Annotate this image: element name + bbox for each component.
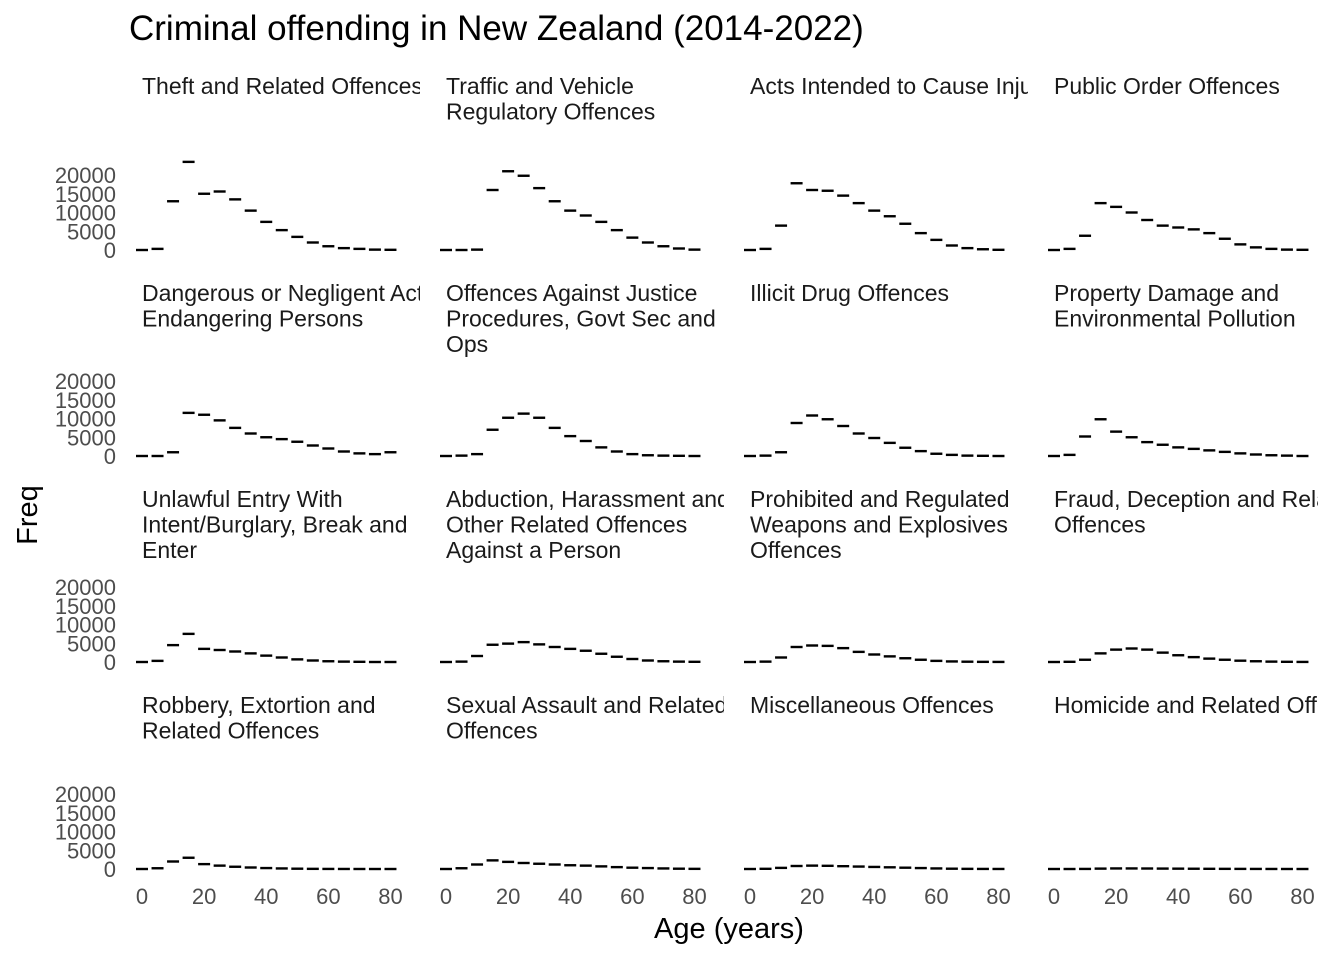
x-tick-label: 0 — [1048, 884, 1060, 909]
x-tick-label: 40 — [1166, 884, 1190, 909]
panels: Theft and Related Offences Traffic and Ve… — [55, 73, 1344, 909]
y-tick-label: 5000 — [67, 838, 116, 863]
y-tick-label: 5000 — [67, 219, 116, 244]
facet-strip-label: Sexual Assault and Related Offences — [446, 692, 727, 744]
facet-strip-label: Dangerous or Negligent Acts Endangering P… — [142, 280, 435, 332]
facet-panel: Illicit Drug Offences — [744, 280, 1005, 458]
facet-panel: Theft and Related Offences — [136, 73, 423, 252]
y-tick-label: 15000 — [55, 388, 116, 413]
facet-panel: Acts Intended to Cause Injury — [744, 73, 1052, 252]
x-tick-label: 80 — [1290, 884, 1314, 909]
facet-strip-label: Abduction, Harassment and Other Related O… — [446, 486, 730, 563]
facet-panel: Unlawful Entry With Intent/Burglary, Brea… — [136, 486, 408, 664]
y-tick-label: 10000 — [55, 613, 116, 638]
facet-strip-label: Theft and Related Offences — [142, 73, 423, 99]
x-tick-label: 80 — [682, 884, 706, 909]
facet-strip-label: Offences Against Justice Procedures, Govt… — [446, 280, 716, 357]
x-tick-label: 20 — [1104, 884, 1128, 909]
x-tick-label: 60 — [620, 884, 644, 909]
y-tick-label: 20000 — [55, 575, 116, 600]
x-tick-label: 40 — [862, 884, 886, 909]
y-tick-label: 0 — [104, 444, 116, 469]
x-tick-label: 40 — [254, 884, 278, 909]
y-tick-label: 10000 — [55, 407, 116, 432]
facet-panel: Miscellaneous Offences — [744, 692, 1005, 871]
facet-panel: Property Damage and Environmental Polluti… — [1048, 280, 1309, 458]
x-tick-label: 60 — [924, 884, 948, 909]
y-tick-label: 20000 — [55, 782, 116, 807]
x-tick-label: 0 — [440, 884, 452, 909]
facet-panel: Abduction, Harassment and Other Related O… — [440, 486, 730, 664]
facet-strip-label: Acts Intended to Cause Injury — [750, 73, 1052, 99]
y-tick-label: 15000 — [55, 801, 116, 826]
facet-strip-label: Unlawful Entry With Intent/Burglary, Brea… — [142, 486, 408, 563]
x-tick-label: 80 — [378, 884, 402, 909]
x-tick-label: 60 — [316, 884, 340, 909]
y-tick-label: 5000 — [67, 425, 116, 450]
x-tick-label: 0 — [136, 884, 148, 909]
y-tick-label: 10000 — [55, 820, 116, 845]
x-tick-label: 20 — [800, 884, 824, 909]
y-tick-label: 10000 — [55, 201, 116, 226]
x-tick-label: 20 — [496, 884, 520, 909]
chart-title: Criminal offending in New Zealand (2014-… — [129, 9, 864, 48]
y-tick-label: 0 — [104, 650, 116, 675]
y-tick-label: 5000 — [67, 631, 116, 656]
facet-strip-label: Homicide and Related Offences — [1054, 692, 1344, 718]
facet-strip-label: Property Damage and Environmental Polluti… — [1054, 280, 1296, 332]
x-tick-label: 20 — [192, 884, 216, 909]
x-tick-label: 40 — [558, 884, 582, 909]
x-tick-label: 60 — [1228, 884, 1252, 909]
facet-panel: Public Order Offences — [1048, 73, 1309, 252]
x-axis-label: Age (years) — [654, 913, 804, 945]
facet-panel: Traffic and Vehicle Regulatory Offences — [440, 73, 701, 252]
facet-panel: Fraud, Deception and Related Offences — [1048, 486, 1344, 664]
facet-panel: Homicide and Related Offences — [1048, 692, 1344, 871]
facet-strip-label: Prohibited and Regulated Weapons and Expl… — [750, 486, 1010, 563]
facet-panel: Dangerous or Negligent Acts Endangering P… — [136, 280, 435, 458]
facet-strip-label: Robbery, Extortion and Related Offences — [142, 692, 376, 744]
facet-panel: Offences Against Justice Procedures, Govt… — [440, 280, 716, 458]
y-tick-label: 20000 — [55, 369, 116, 394]
facet-panel: Robbery, Extortion and Related Offences — [136, 692, 397, 871]
y-tick-label: 0 — [104, 857, 116, 882]
y-tick-label: 20000 — [55, 163, 116, 188]
facet-strip-label: Traffic and Vehicle Regulatory Offences — [446, 73, 655, 125]
x-tick-label: 80 — [986, 884, 1010, 909]
facet-strip-label: Public Order Offences — [1054, 73, 1280, 99]
y-tick-label: 0 — [104, 238, 116, 263]
y-tick-label: 15000 — [55, 182, 116, 207]
facet-strip-label: Illicit Drug Offences — [750, 280, 949, 306]
facet-panel: Prohibited and Regulated Weapons and Expl… — [744, 486, 1010, 664]
y-tick-label: 15000 — [55, 594, 116, 619]
facet-strip-label: Miscellaneous Offences — [750, 692, 994, 718]
facet-strip-label: Fraud, Deception and Related Offences — [1054, 486, 1344, 538]
facet-panel: Sexual Assault and Related Offences — [440, 692, 727, 871]
x-tick-label: 0 — [744, 884, 756, 909]
y-axis-label: Freq — [12, 485, 44, 545]
